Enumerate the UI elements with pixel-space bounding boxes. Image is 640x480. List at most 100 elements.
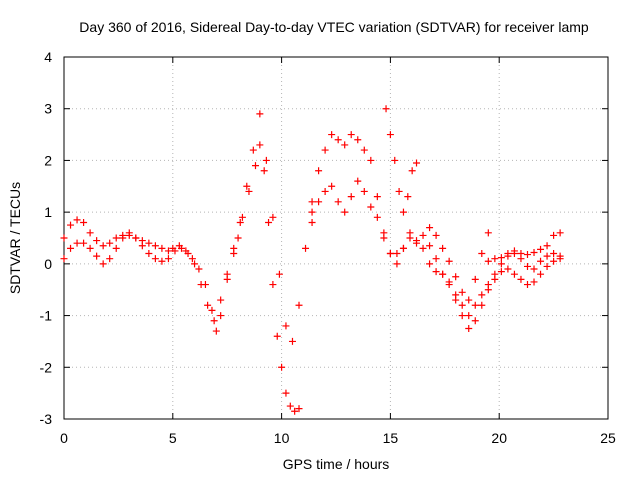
y-axis-label: SDTVAR / TECUs (7, 182, 23, 294)
data-point-marker (497, 254, 505, 262)
data-point-marker (282, 322, 290, 330)
grid-layer (64, 57, 608, 419)
data-point-marker (260, 167, 268, 175)
series-trace-b (60, 110, 316, 345)
data-point-marker (106, 239, 114, 247)
data-point-marker (530, 248, 538, 256)
data-point-marker (445, 278, 453, 286)
data-point-marker (484, 229, 492, 237)
data-point-marker (112, 234, 120, 242)
data-point-marker (282, 389, 290, 397)
data-point-marker (269, 281, 277, 289)
data-point-marker (497, 260, 505, 268)
data-point-marker (391, 156, 399, 164)
data-point-marker (67, 221, 75, 229)
data-point-marker (452, 273, 460, 281)
data-point-marker (119, 231, 127, 239)
data-point-marker (99, 242, 107, 250)
y-tick-label: 3 (44, 101, 52, 117)
data-point-marker (504, 265, 512, 273)
data-point-marker (125, 229, 133, 237)
data-point-marker (484, 281, 492, 289)
data-point-marker (256, 141, 264, 149)
data-point-marker (256, 110, 264, 118)
data-point-marker (321, 187, 329, 195)
data-point-marker (243, 182, 251, 190)
data-point-marker (112, 244, 120, 252)
data-point-marker (93, 252, 101, 260)
data-point-marker (432, 268, 440, 276)
data-point-marker (288, 337, 296, 345)
data-point-marker (354, 177, 362, 185)
data-point-marker (249, 146, 257, 154)
y-tick-label: 4 (44, 49, 52, 65)
data-point-marker (80, 239, 88, 247)
data-point-marker (550, 257, 558, 265)
data-point-marker (236, 218, 244, 226)
y-tick-label: -2 (40, 359, 53, 375)
data-point-marker (334, 136, 342, 144)
y-tick-label: 2 (44, 152, 52, 168)
data-point-marker (158, 257, 166, 265)
data-point-marker (360, 187, 368, 195)
data-point-marker (386, 250, 394, 258)
data-point-marker (275, 270, 283, 278)
data-point-marker (80, 218, 88, 226)
data-point-marker (395, 187, 403, 195)
data-point-marker (245, 187, 253, 195)
data-point-marker (386, 131, 394, 139)
x-tick-label: 20 (491, 430, 507, 446)
data-markers-layer (60, 105, 564, 415)
y-tick-label: 0 (44, 256, 52, 272)
data-point-marker (171, 247, 179, 255)
data-point-marker (478, 301, 486, 309)
x-tick-label: 15 (383, 430, 399, 446)
data-point-marker (537, 257, 545, 265)
data-point-marker (543, 242, 551, 250)
data-point-marker (491, 255, 499, 263)
data-point-marker (399, 244, 407, 252)
data-point-marker (217, 296, 225, 304)
data-point-marker (334, 198, 342, 206)
data-point-marker (550, 231, 558, 239)
data-point-marker (471, 275, 479, 283)
data-point-marker (212, 327, 220, 335)
data-point-marker (404, 193, 412, 201)
x-tick-label: 5 (169, 430, 177, 446)
data-point-marker (164, 255, 172, 263)
data-point-marker (188, 255, 196, 263)
data-point-marker (484, 257, 492, 265)
data-point-marker (295, 301, 303, 309)
data-point-marker (138, 242, 146, 250)
data-point-marker (543, 262, 551, 270)
data-point-marker (556, 252, 564, 260)
data-point-marker (308, 208, 316, 216)
data-point-marker (184, 250, 192, 258)
data-point-marker (191, 260, 199, 268)
data-point-marker (399, 208, 407, 216)
data-point-marker (178, 244, 186, 252)
data-point-marker (530, 278, 538, 286)
data-point-marker (234, 234, 242, 242)
data-point-marker (530, 265, 538, 273)
data-point-marker (523, 262, 531, 270)
data-point-marker (413, 239, 421, 247)
data-point-marker (367, 203, 375, 211)
data-point-marker (238, 213, 246, 221)
data-point-marker (465, 325, 473, 332)
data-point-marker (93, 237, 101, 245)
data-point-marker (393, 250, 401, 258)
data-point-marker (86, 244, 94, 252)
data-point-marker (497, 268, 505, 276)
data-point-marker (60, 234, 68, 242)
data-point-marker (439, 244, 447, 252)
data-point-marker (406, 229, 414, 237)
data-point-marker (315, 198, 323, 206)
data-point-marker (328, 131, 336, 139)
data-point-marker (73, 239, 81, 247)
data-point-marker (373, 193, 381, 201)
data-point-marker (151, 242, 159, 250)
data-point-marker (408, 167, 416, 175)
